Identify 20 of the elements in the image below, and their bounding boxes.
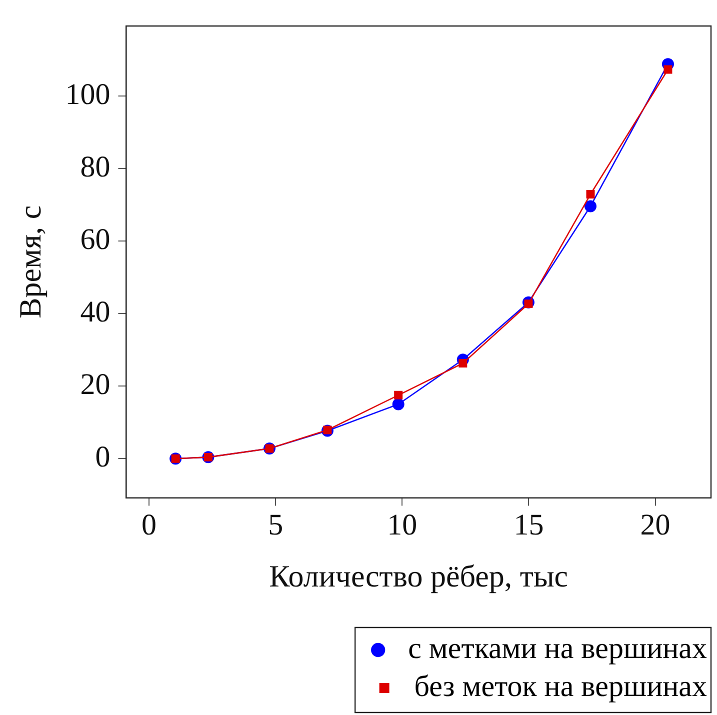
y-tick-label: 80 (80, 150, 110, 184)
x-tick-label: 0 (141, 508, 156, 542)
y-tick-label: 60 (80, 222, 110, 256)
x-tick-label: 20 (640, 508, 670, 542)
x-axis-title: Количество рёбер, тыс (269, 558, 568, 594)
y-tick-label: 20 (80, 368, 110, 401)
point (586, 190, 595, 199)
x-tick-label: 15 (514, 508, 544, 542)
x-tick-label: 5 (268, 508, 284, 542)
x-tick-label: 10 (387, 508, 418, 542)
y-tick-label: 100 (65, 78, 110, 111)
point (584, 200, 596, 212)
point (664, 65, 672, 74)
y-tick-label: 40 (80, 295, 110, 328)
point (394, 390, 403, 400)
y-axis-title: Время, с (12, 205, 48, 318)
legend-label: без меток на вершинах (414, 670, 708, 703)
y-tick-label: 0 (95, 440, 110, 474)
legend-label: с метками на вершинах (408, 632, 708, 665)
point (392, 398, 404, 410)
